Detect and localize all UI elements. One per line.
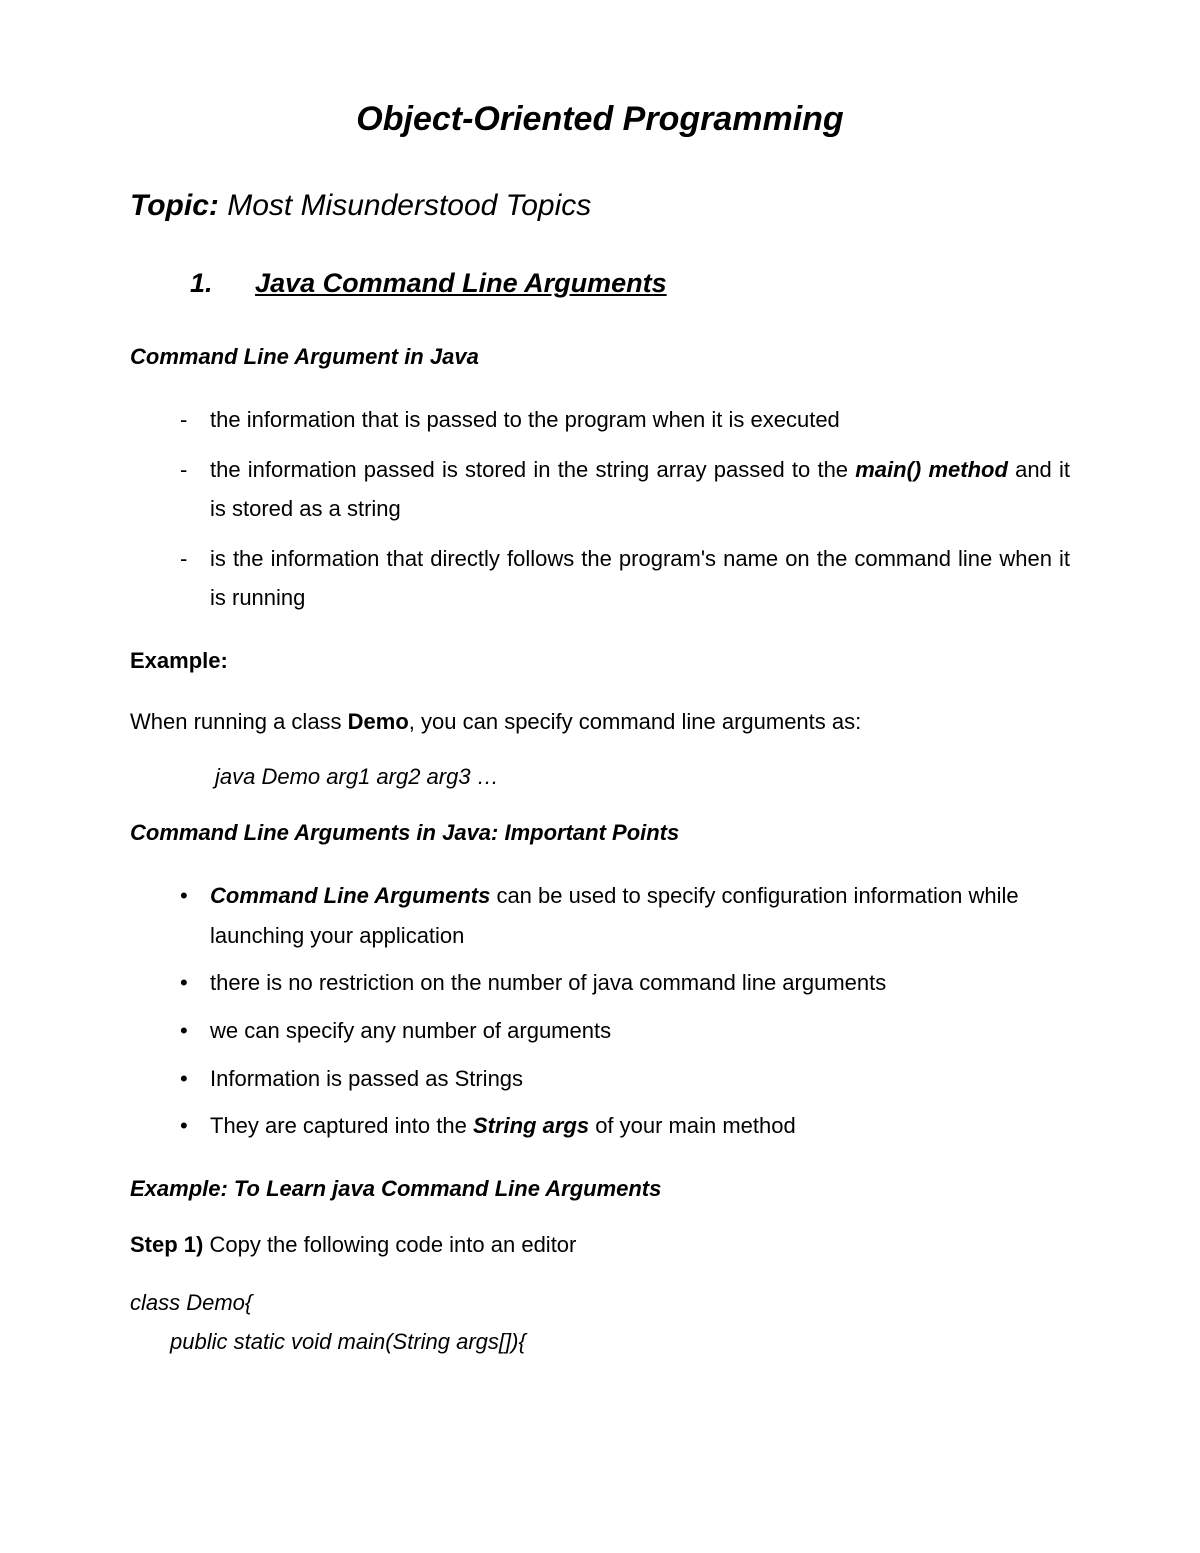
- list-text: is the information that directly follows…: [210, 546, 854, 571]
- bullet-list: Command Line Arguments can be used to sp…: [130, 876, 1070, 1146]
- topic-line: Topic: Most Misunderstood Topics: [130, 189, 1070, 223]
- topic-text: Most Misunderstood Topics: [227, 189, 591, 222]
- example-bold: Demo: [348, 709, 409, 734]
- topic-label: Topic:: [130, 189, 219, 222]
- subheading-cli-java: Command Line Argument in Java: [130, 344, 1070, 370]
- list-item: They are captured into the String args o…: [180, 1106, 1070, 1146]
- list-text: of your main method: [589, 1113, 796, 1138]
- list-item: the information passed is stored in the …: [180, 450, 1070, 529]
- list-text: the information passed is stored in the …: [210, 457, 855, 482]
- example-code: java Demo arg1 arg2 arg3 …: [215, 764, 1070, 790]
- example-text: , you can specify command line arguments…: [409, 709, 861, 734]
- list-item: there is no restriction on the number of…: [180, 963, 1070, 1003]
- step-label: Step 1): [130, 1232, 203, 1257]
- code-block: class Demo{ public static void main(Stri…: [130, 1283, 1070, 1362]
- list-item: is the information that directly follows…: [180, 539, 1070, 618]
- step-1: Step 1) Copy the following code into an …: [130, 1232, 1070, 1258]
- subheading-example-learn: Example: To Learn java Command Line Argu…: [130, 1176, 1070, 1202]
- section-number: 1.: [190, 268, 213, 299]
- list-item: we can specify any number of arguments: [180, 1011, 1070, 1051]
- list-bold: main() method: [855, 457, 1008, 482]
- example-intro: When running a class Demo, you can speci…: [130, 704, 1070, 739]
- main-title: Object-Oriented Programming: [130, 100, 1070, 139]
- section-heading: 1. Java Command Line Arguments: [190, 268, 1070, 299]
- list-item: Command Line Arguments can be used to sp…: [180, 876, 1070, 955]
- example-label: Example:: [130, 648, 1070, 674]
- list-item: Information is passed as Strings: [180, 1059, 1070, 1099]
- code-line: class Demo{: [130, 1283, 1070, 1323]
- example-text: When running a class: [130, 709, 348, 734]
- list-item: the information that is passed to the pr…: [180, 400, 1070, 440]
- step-text: Copy the following code into an editor: [203, 1232, 576, 1257]
- dash-list: the information that is passed to the pr…: [130, 400, 1070, 618]
- list-bold: String args: [473, 1113, 589, 1138]
- code-line: public static void main(String args[]){: [130, 1322, 1070, 1362]
- list-bold: Command Line Arguments: [210, 883, 490, 908]
- subheading-important-points: Command Line Arguments in Java: Importan…: [130, 820, 1070, 846]
- list-text: They are captured into the: [210, 1113, 473, 1138]
- section-title: Java Command Line Arguments: [255, 268, 667, 298]
